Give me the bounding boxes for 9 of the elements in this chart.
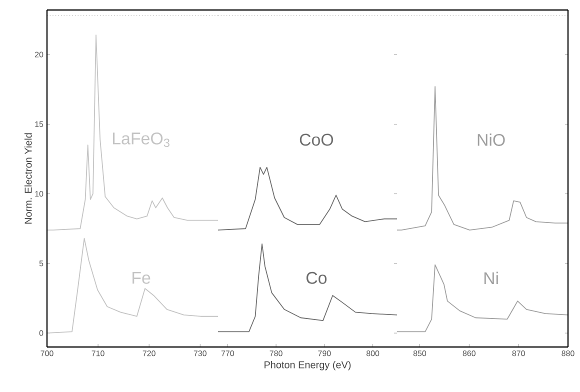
y-axis-title: Norm. Electron Yield: [24, 133, 32, 224]
text: NiO: [478, 134, 505, 146]
text: CoO: [300, 134, 334, 146]
series-label: Fe: [132, 272, 150, 284]
line-series: [46, 238, 218, 334]
series-label: LaFeO$_{3}$: [113, 132, 170, 147]
series-label: Ni: [484, 272, 498, 284]
series-label: Co: [306, 272, 327, 284]
x-axis-title: Photon Energy (eV): [264, 361, 351, 370]
